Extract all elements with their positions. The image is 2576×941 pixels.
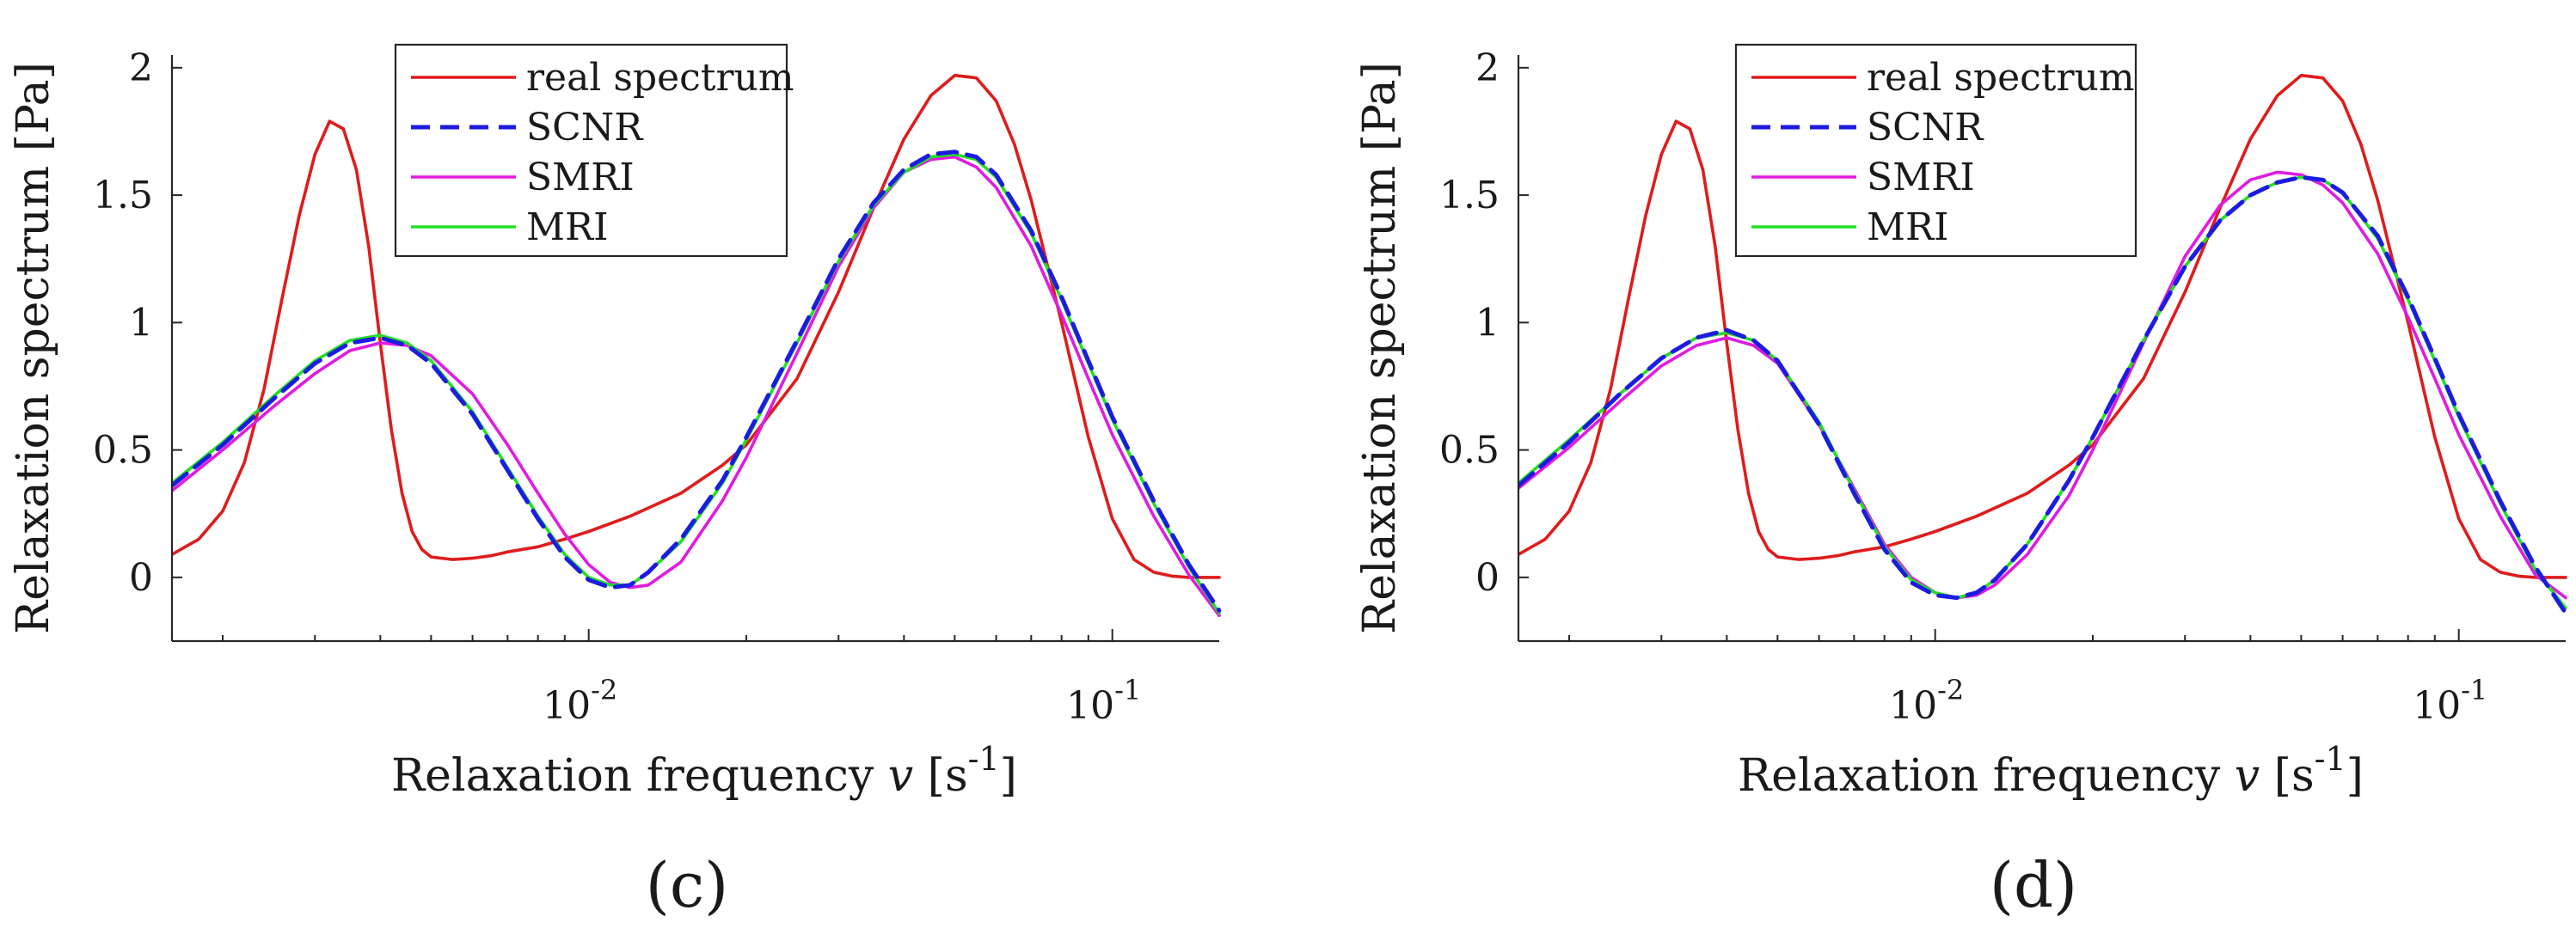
y-tick-label: 0.5 [93, 429, 153, 473]
legend: real spectrum SCNR SMRI MRI [394, 43, 794, 258]
y-tick-label: 1.5 [93, 174, 153, 217]
legend: real spectrum SCNR SMRI MRI [1734, 43, 2137, 258]
y-axis-label: Relaxation spectrum [Pa] [8, 62, 59, 634]
y-tick-label: 2 [1475, 46, 1500, 90]
panel-d: 0 0.5 1 1.5 2 10-2 10-1 Relaxation spect… [1346, 0, 2576, 938]
series-line-smri [1518, 170, 2567, 600]
panel-caption: (d) [1990, 849, 2077, 921]
chart-d: 0 0.5 1 1.5 2 10-2 10-1 Relaxation spect… [1354, 43, 2567, 921]
x-tick-label: 10-1 [1066, 674, 1141, 728]
y-tick: 1 [129, 301, 182, 345]
x-ticks: 10-2 10-1 [1889, 629, 2487, 728]
x-tick-label: 10-2 [543, 674, 617, 728]
y-tick: 1.5 [1439, 174, 1529, 217]
series-line-real-spectrum [1518, 73, 2567, 579]
y-tick: 0 [129, 556, 182, 600]
legend-entry: SCNR [411, 106, 644, 150]
y-tick: 2 [1475, 46, 1529, 90]
legend-label: SCNR [1867, 106, 1984, 150]
y-tick: 1 [1475, 301, 1529, 345]
y-tick: 2 [129, 46, 182, 90]
legend-label: real spectrum [1867, 56, 2135, 100]
y-tick: 0 [1475, 556, 1529, 600]
y-ticks: 0 0.5 1 1.5 2 [1439, 46, 1529, 600]
y-tick-label: 0.5 [1439, 429, 1500, 473]
y-tick: 1.5 [93, 174, 182, 217]
legend-label: real spectrum [526, 56, 794, 100]
legend-label: SMRI [1867, 156, 1975, 199]
y-axis-label: Relaxation spectrum [Pa] [1354, 62, 1406, 634]
y-tick: 0.5 [93, 429, 182, 473]
legend-label: MRI [526, 205, 609, 249]
legend-entry: SCNR [1751, 106, 1984, 150]
legend-entry: SMRI [1751, 156, 1975, 199]
panel-caption: (c) [646, 849, 729, 921]
y-ticks: 0 0.5 1 1.5 2 [93, 46, 182, 600]
x-tick: 10-1 [2413, 629, 2487, 728]
y-tick-label: 1 [1475, 301, 1500, 345]
legend-entry: real spectrum [411, 56, 794, 100]
legend-label: SMRI [526, 156, 635, 199]
legend-label: SCNR [526, 106, 644, 150]
x-tick-label: 10-2 [1889, 674, 1964, 728]
y-tick: 0.5 [1439, 429, 1529, 473]
x-tick: 10-2 [543, 629, 617, 728]
curves [1518, 73, 2567, 615]
legend-entry: MRI [411, 205, 609, 249]
legend-entry: MRI [1751, 205, 1949, 249]
series-line-smri [172, 155, 1221, 618]
x-tick-label: 10-1 [2413, 674, 2487, 728]
legend-entry: real spectrum [1751, 56, 2135, 100]
y-tick-label: 0 [129, 556, 153, 600]
legend-box [394, 43, 788, 258]
series-line-scnr [172, 150, 1221, 613]
y-tick-label: 1 [129, 301, 153, 345]
legend-label: MRI [1867, 205, 1949, 249]
x-tick: 10-1 [1066, 629, 1141, 728]
curves [172, 73, 1221, 618]
panel-c: 0 0.5 1 1.5 2 10-2 10-1 Relaxation spect… [0, 0, 1288, 938]
y-tick-label: 1.5 [1439, 174, 1500, 217]
x-ticks: 10-2 10-1 [543, 629, 1141, 728]
series-line-scnr [1518, 174, 2567, 615]
legend-box [1734, 43, 2137, 258]
legend-entry: SMRI [411, 156, 635, 199]
x-minor-ticks [1568, 635, 2436, 641]
series-line-real-spectrum [172, 73, 1221, 579]
x-tick: 10-2 [1889, 629, 1964, 728]
x-minor-ticks [222, 635, 1089, 641]
chart-c: 0 0.5 1 1.5 2 10-2 10-1 Relaxation spect… [8, 43, 1221, 921]
x-axis-label: Relaxation frequency v [s-1] [391, 740, 1017, 802]
y-tick-label: 0 [1475, 556, 1500, 600]
y-tick-label: 2 [129, 46, 153, 90]
x-axis-label: Relaxation frequency v [s-1] [1738, 740, 2364, 802]
